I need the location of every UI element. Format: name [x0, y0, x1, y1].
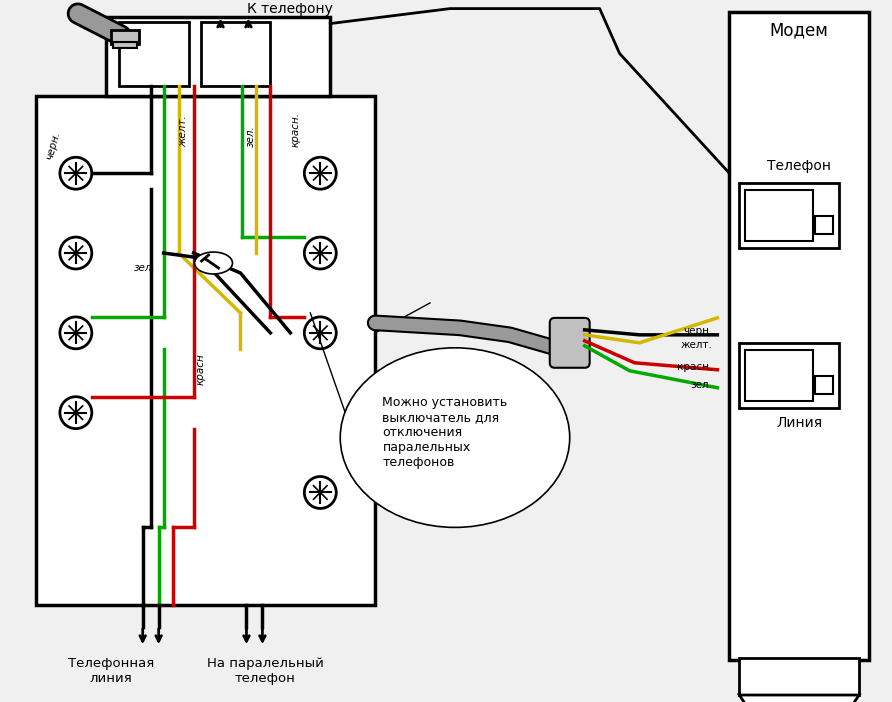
- Text: красн: красн: [195, 353, 205, 385]
- Text: К телефону: К телефону: [247, 1, 334, 15]
- Text: На паралельный
телефон: На паралельный телефон: [207, 657, 324, 685]
- Polygon shape: [739, 695, 859, 702]
- Circle shape: [60, 237, 92, 269]
- Text: Можно установить
выключатель для
отключения
паралельных
телефонов: Можно установить выключатель для отключе…: [383, 396, 508, 469]
- Text: Телефонная
линия: Телефонная линия: [68, 657, 154, 685]
- Bar: [111, 29, 139, 44]
- Circle shape: [60, 317, 92, 349]
- Bar: [119, 22, 188, 86]
- Bar: [106, 17, 330, 96]
- Text: желт.: желт.: [681, 340, 713, 350]
- Circle shape: [60, 157, 92, 189]
- Bar: [746, 350, 814, 401]
- Bar: [36, 96, 376, 605]
- Bar: [815, 376, 833, 394]
- Text: зел.: зел.: [690, 380, 713, 390]
- Circle shape: [304, 317, 336, 349]
- Circle shape: [304, 237, 336, 269]
- Bar: [739, 658, 859, 695]
- Bar: [746, 190, 814, 241]
- Bar: [730, 12, 869, 660]
- Bar: [201, 22, 270, 86]
- Text: зел.: зел.: [245, 126, 255, 147]
- Ellipse shape: [340, 347, 570, 527]
- Text: черн.: черн.: [683, 326, 713, 336]
- Text: Линия: Линия: [776, 416, 822, 430]
- Bar: [739, 343, 839, 408]
- Circle shape: [304, 157, 336, 189]
- Text: желт.: желт.: [178, 116, 188, 147]
- Text: красн.: красн.: [291, 112, 301, 147]
- Ellipse shape: [194, 252, 233, 274]
- Text: зел.: зел.: [134, 263, 155, 273]
- Text: Телефон: Телефон: [767, 159, 831, 173]
- Bar: [739, 183, 839, 248]
- Text: черн.: черн.: [45, 131, 62, 161]
- Text: красн.: красн.: [677, 362, 713, 372]
- Circle shape: [60, 397, 92, 429]
- Bar: [815, 216, 833, 234]
- Text: Модем: Модем: [770, 22, 829, 39]
- Bar: [112, 41, 136, 48]
- Circle shape: [304, 477, 336, 508]
- FancyBboxPatch shape: [549, 318, 590, 368]
